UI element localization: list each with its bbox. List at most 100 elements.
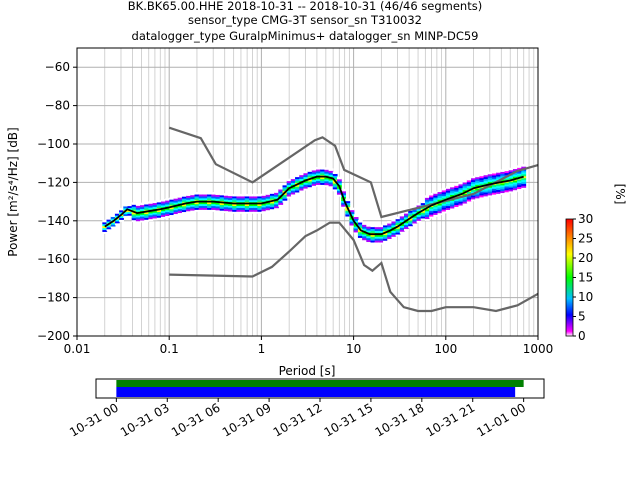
heatmap-cell — [299, 172, 305, 176]
heatmap-cell — [257, 199, 263, 203]
heatmap-cell — [269, 197, 275, 200]
heatmap-cell — [479, 173, 485, 177]
heatmap-cell — [253, 197, 258, 201]
heatmap-cell — [404, 211, 409, 214]
heatmap-cell — [332, 173, 338, 176]
heatmap-cell — [186, 193, 191, 196]
heatmap-cell — [420, 200, 426, 204]
heatmap-cell — [341, 204, 346, 207]
heatmap-cell — [131, 208, 137, 211]
heatmap-cell — [479, 196, 485, 200]
heatmap-cell — [496, 177, 501, 181]
heatmap-cell — [307, 173, 313, 176]
heatmap-cell — [190, 196, 196, 200]
heatmap-cell — [370, 224, 376, 228]
heatmap-cell — [236, 207, 242, 210]
heatmap-cell — [345, 210, 351, 213]
heatmap-cell — [127, 211, 133, 214]
heatmap-cell — [265, 192, 271, 195]
heatmap-cell — [491, 192, 497, 195]
heatmap-cell — [441, 207, 447, 210]
heatmap-cell — [475, 188, 481, 191]
heatmap-cell — [512, 174, 518, 177]
y-tick-label: −80 — [45, 99, 70, 113]
heatmap-cell — [416, 204, 422, 208]
heatmap-cell — [269, 191, 275, 194]
heatmap-cell — [135, 218, 141, 222]
heatmap-cell — [374, 241, 380, 245]
heatmap-cell — [508, 185, 514, 188]
heatmap-cell — [207, 209, 212, 212]
heatmap-cell — [345, 213, 351, 217]
heatmap-cell — [475, 197, 481, 201]
heatmap-cell — [370, 226, 376, 230]
heatmap-cell — [353, 226, 359, 229]
heatmap-cell — [215, 198, 221, 201]
heatmap-cell — [370, 241, 376, 245]
heatmap-cell — [445, 203, 451, 207]
heatmap-cell — [207, 201, 212, 205]
heatmap-cell — [471, 194, 476, 198]
heatmap-cell — [512, 187, 518, 191]
heatmap-cell — [152, 212, 158, 215]
heatmap-cell — [479, 191, 485, 194]
heatmap-cell — [357, 237, 363, 240]
heatmap-cell — [152, 202, 158, 205]
heatmap-cell — [504, 187, 510, 191]
heatmap-cell — [517, 165, 522, 168]
heatmap-cell — [177, 195, 183, 198]
heatmap-cell — [433, 193, 439, 196]
heatmap-cell — [316, 184, 321, 187]
heatmap-cell — [479, 181, 485, 184]
heatmap-cell — [454, 198, 460, 202]
heatmap-cell — [521, 164, 527, 167]
heatmap-cell — [408, 214, 413, 217]
heatmap-cell — [194, 193, 200, 197]
heatmap-cell — [152, 210, 158, 213]
heatmap-cell — [466, 183, 472, 187]
heatmap-cell — [500, 182, 506, 186]
heatmap-cell — [144, 219, 150, 222]
heatmap-cell — [290, 193, 296, 197]
heatmap-cell — [366, 227, 372, 231]
heatmap-cell — [190, 192, 196, 196]
heatmap-cell — [165, 198, 170, 201]
heatmap-cell — [253, 199, 258, 203]
heatmap-cell — [395, 218, 401, 222]
heatmap-cell — [508, 171, 514, 175]
heatmap-cell — [357, 221, 363, 225]
heatmap-cell — [265, 194, 271, 197]
heatmap-cell — [131, 204, 137, 207]
heatmap-cell — [186, 197, 191, 200]
heatmap-cell — [424, 210, 430, 214]
heatmap-cell — [198, 207, 204, 210]
heatmap-cell — [496, 170, 501, 173]
heatmap-cell — [299, 184, 305, 187]
timeline-tick-label: 10-31 09 — [220, 400, 274, 439]
heatmap-cell — [156, 217, 162, 220]
heatmap-cell — [282, 188, 288, 192]
heatmap-cell — [148, 201, 154, 204]
heatmap-cell — [332, 186, 338, 190]
heatmap-cell — [345, 202, 351, 205]
heatmap-cell — [521, 185, 527, 188]
heatmap-cell — [408, 219, 413, 223]
heatmap-cell — [311, 185, 317, 188]
heatmap-cell — [399, 225, 405, 228]
heatmap-cell — [223, 208, 229, 212]
heatmap-cell — [140, 218, 145, 221]
heatmap-cell — [429, 192, 434, 196]
heatmap-cell — [177, 204, 183, 208]
heatmap-cell — [429, 214, 434, 217]
heatmap-cell — [248, 203, 254, 207]
heatmap-cell — [316, 168, 321, 172]
heatmap-cell — [429, 215, 434, 219]
heatmap-cell — [420, 215, 426, 219]
heatmap-cell — [475, 182, 481, 185]
heatmap-cell — [496, 172, 501, 175]
heatmap-cell — [479, 179, 485, 183]
heatmap-cell — [328, 185, 334, 189]
heatmap-cell — [144, 201, 150, 205]
heatmap-cell — [429, 198, 434, 202]
